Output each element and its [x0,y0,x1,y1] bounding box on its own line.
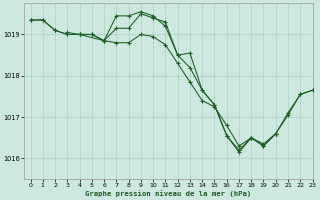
X-axis label: Graphe pression niveau de la mer (hPa): Graphe pression niveau de la mer (hPa) [85,190,252,197]
